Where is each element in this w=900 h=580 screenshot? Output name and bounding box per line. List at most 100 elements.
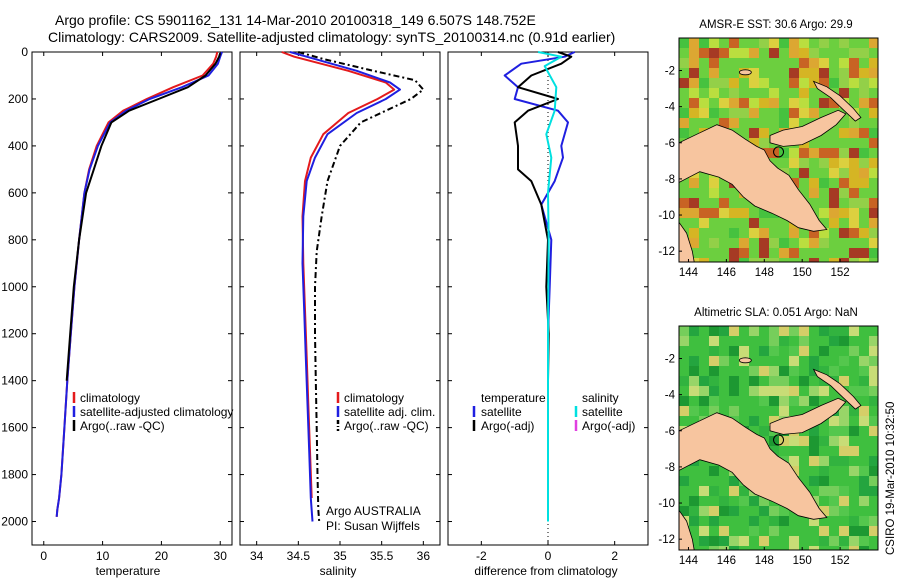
map-cell — [839, 436, 849, 446]
map-cell — [809, 238, 819, 248]
map-cell — [799, 58, 809, 68]
map-cell — [699, 258, 709, 262]
map-cell — [809, 456, 819, 466]
map-cell — [689, 78, 699, 88]
map-cell — [739, 208, 749, 218]
map-cell — [769, 238, 779, 248]
map-cell — [829, 426, 839, 436]
map-cell — [689, 238, 699, 248]
map-cell — [789, 158, 799, 168]
map-cell — [749, 48, 759, 58]
map-cell — [709, 346, 719, 356]
map-cell — [799, 326, 809, 336]
map-cell — [849, 168, 859, 178]
map-x-tick-label: 144 — [679, 555, 699, 567]
map-cell — [839, 526, 849, 536]
map-cell — [819, 38, 829, 48]
map-cell — [859, 476, 869, 486]
map-cell — [749, 98, 759, 108]
land-manus — [738, 69, 752, 76]
map-cell — [719, 326, 729, 336]
map-cell — [869, 516, 878, 526]
map-cell — [829, 78, 839, 88]
map-cell — [709, 546, 719, 550]
figure-title-line1: Argo profile: CS 5901162_131 14-Mar-2010… — [55, 12, 536, 28]
map-cell — [749, 258, 759, 262]
map-cell — [859, 258, 869, 262]
temperature-panel: 0 10 20 30 0 200 400 600 800 1000 1200 1400 1600 1800… — [1, 45, 233, 563]
map-cell — [809, 188, 819, 198]
series-line-argo-raw-qc- — [298, 51, 425, 522]
map-cell — [779, 38, 789, 48]
map-y-tick-label: -6 — [665, 138, 675, 150]
map-cell — [689, 516, 699, 526]
map-cell — [779, 238, 789, 248]
map-cell — [829, 198, 839, 208]
map-cell — [749, 416, 759, 426]
map-cell — [729, 118, 739, 128]
map-cell — [849, 526, 859, 536]
map-cell — [869, 238, 878, 248]
map-cell — [839, 376, 849, 386]
map-cell — [779, 396, 789, 406]
map-y-tick-label: -4 — [665, 102, 676, 114]
x-tick-label: 10 — [96, 549, 110, 563]
map-cell — [779, 376, 789, 386]
map-cell — [679, 326, 689, 336]
map-cell — [859, 128, 869, 138]
map-cell — [829, 218, 839, 228]
map-cell — [739, 108, 749, 118]
salinity-panel: 34 34.5 35 35.5 36 — [239, 51, 441, 563]
map-cell — [829, 326, 839, 336]
map-cell — [829, 536, 839, 546]
map-cell — [849, 158, 859, 168]
map-cell — [749, 376, 759, 386]
map-cell — [789, 536, 799, 546]
map-cell — [729, 346, 739, 356]
map-cell — [749, 138, 759, 148]
map-cell — [759, 208, 769, 218]
map-cell — [769, 506, 779, 516]
map-cell — [839, 158, 849, 168]
map-cell — [729, 386, 739, 396]
y-tick-label: 1200 — [1, 327, 28, 341]
map-cell — [709, 58, 719, 68]
map-cell — [739, 486, 749, 496]
map-cell — [709, 376, 719, 386]
legend-label-temp-argo: Argo(-adj) — [481, 419, 534, 433]
legend-label-climatology: climatology — [344, 391, 404, 405]
map-cell — [799, 108, 809, 118]
map-cell — [729, 208, 739, 218]
map-cell — [839, 168, 849, 178]
map-cell — [849, 148, 859, 158]
map-cell — [679, 208, 689, 218]
map-y-tick-label: -10 — [658, 498, 675, 510]
map-cell — [829, 258, 839, 262]
map-cell — [819, 208, 829, 218]
map-cell — [729, 98, 739, 108]
map-cell — [719, 118, 729, 128]
map-cell — [699, 486, 709, 496]
map-cell — [739, 98, 749, 108]
map-cell — [729, 248, 739, 258]
map-cell — [679, 38, 689, 48]
map-cell — [719, 506, 729, 516]
land-manus — [738, 357, 752, 364]
x-tick-label: 20 — [155, 549, 169, 563]
map-cell — [839, 188, 849, 198]
map-cell — [819, 98, 829, 108]
map-cell — [869, 426, 878, 436]
map-cell — [849, 178, 859, 188]
map-cell — [819, 178, 829, 188]
legend-label-sal-argo: Argo(-adj) — [582, 419, 635, 433]
map-cell — [749, 108, 759, 118]
map-cell — [839, 68, 849, 78]
map-cell — [839, 336, 849, 346]
map-cell — [819, 506, 829, 516]
map-cell — [729, 88, 739, 98]
map-cell — [839, 416, 849, 426]
map-cell — [819, 78, 829, 88]
map-cell — [799, 158, 809, 168]
map-cell — [819, 526, 829, 536]
